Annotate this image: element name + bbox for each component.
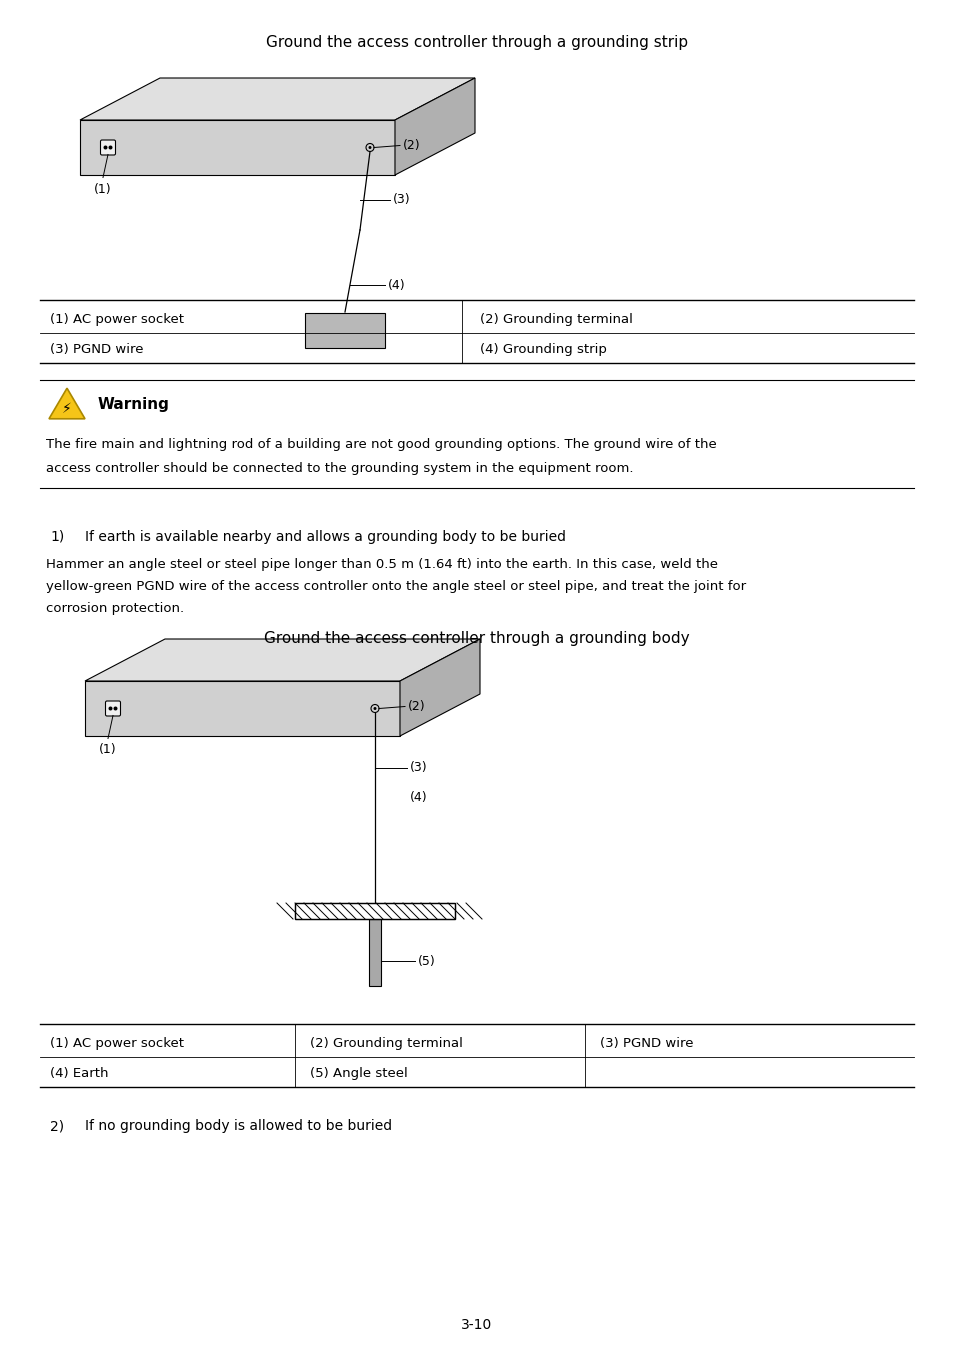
FancyBboxPatch shape bbox=[100, 140, 115, 155]
Polygon shape bbox=[85, 680, 399, 736]
Text: (3) PGND wire: (3) PGND wire bbox=[599, 1038, 693, 1050]
Text: Ground the access controller through a grounding body: Ground the access controller through a g… bbox=[264, 630, 689, 647]
Polygon shape bbox=[80, 120, 395, 176]
Text: (1) AC power socket: (1) AC power socket bbox=[50, 313, 184, 327]
Circle shape bbox=[113, 706, 117, 710]
Text: (4) Grounding strip: (4) Grounding strip bbox=[479, 343, 606, 356]
Bar bbox=[305, 312, 385, 347]
Bar bbox=[369, 919, 380, 985]
Text: The fire main and lightning rod of a building are not good grounding options. Th: The fire main and lightning rod of a bui… bbox=[46, 437, 716, 451]
Polygon shape bbox=[80, 78, 475, 120]
Polygon shape bbox=[85, 639, 479, 680]
Text: corrosion protection.: corrosion protection. bbox=[46, 602, 184, 616]
Text: Ground the access controller through a grounding strip: Ground the access controller through a g… bbox=[266, 35, 687, 50]
Polygon shape bbox=[395, 78, 475, 176]
Text: 3-10: 3-10 bbox=[461, 1318, 492, 1332]
Text: (1): (1) bbox=[99, 744, 116, 756]
Circle shape bbox=[103, 146, 108, 150]
Text: access controller should be connected to the grounding system in the equipment r: access controller should be connected to… bbox=[46, 462, 633, 475]
Text: (4): (4) bbox=[388, 278, 405, 292]
Text: If no grounding body is allowed to be buried: If no grounding body is allowed to be bu… bbox=[85, 1119, 392, 1133]
Text: (3) PGND wire: (3) PGND wire bbox=[50, 343, 143, 356]
Text: ⚡: ⚡ bbox=[62, 402, 71, 416]
Circle shape bbox=[109, 146, 112, 150]
Text: (3): (3) bbox=[410, 761, 427, 774]
Text: (4) Earth: (4) Earth bbox=[50, 1068, 109, 1080]
Text: 1): 1) bbox=[50, 531, 64, 544]
FancyBboxPatch shape bbox=[106, 701, 120, 716]
Text: (1) AC power socket: (1) AC power socket bbox=[50, 1038, 184, 1050]
Text: Warning: Warning bbox=[98, 397, 170, 413]
Text: 2): 2) bbox=[50, 1119, 64, 1133]
Bar bbox=[294, 903, 455, 919]
Text: Hammer an angle steel or steel pipe longer than 0.5 m (1.64 ft) into the earth. : Hammer an angle steel or steel pipe long… bbox=[46, 558, 718, 571]
Text: (4): (4) bbox=[410, 791, 427, 805]
Circle shape bbox=[374, 707, 376, 710]
Text: (5) Angle steel: (5) Angle steel bbox=[310, 1068, 407, 1080]
Text: yellow-green PGND wire of the access controller onto the angle steel or steel pi: yellow-green PGND wire of the access con… bbox=[46, 580, 745, 593]
Text: (3): (3) bbox=[393, 193, 410, 207]
Text: (1): (1) bbox=[94, 182, 112, 196]
Text: (2): (2) bbox=[408, 701, 425, 713]
Text: (2): (2) bbox=[402, 139, 420, 153]
Polygon shape bbox=[49, 389, 85, 418]
Bar bbox=[294, 903, 455, 919]
Text: (2) Grounding terminal: (2) Grounding terminal bbox=[479, 313, 632, 327]
Text: If earth is available nearby and allows a grounding body to be buried: If earth is available nearby and allows … bbox=[85, 531, 565, 544]
Circle shape bbox=[368, 146, 371, 148]
Polygon shape bbox=[399, 639, 479, 736]
Circle shape bbox=[109, 706, 112, 710]
Text: (2) Grounding terminal: (2) Grounding terminal bbox=[310, 1038, 462, 1050]
Text: (5): (5) bbox=[417, 954, 436, 968]
